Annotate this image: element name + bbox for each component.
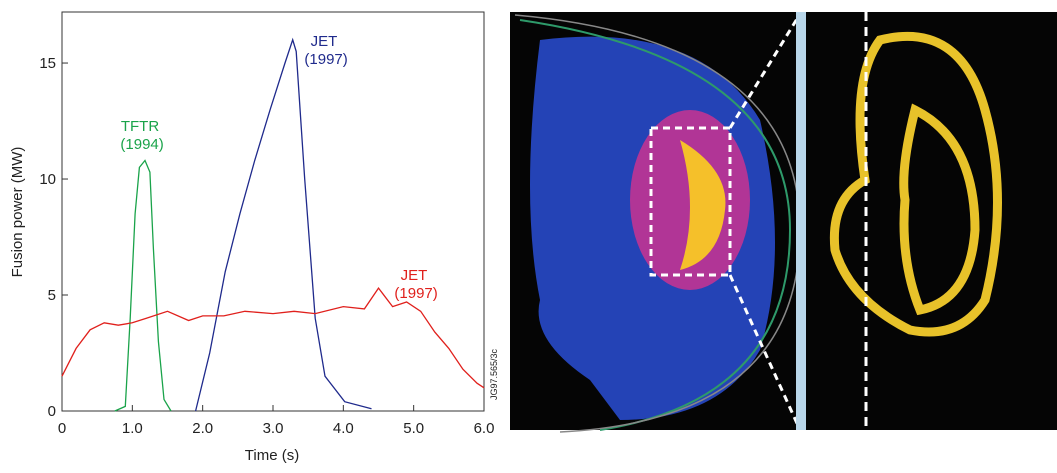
y-tick-label: 0 <box>48 403 56 420</box>
x-tick-label: 0 <box>58 420 66 437</box>
x-axis-title: Time (s) <box>245 447 299 464</box>
x-tick-label: 3.0 <box>263 420 284 437</box>
x-tick-label: 6.0 <box>474 420 495 437</box>
series-label: TFTR (1994) <box>116 118 164 153</box>
y-tick-label: 15 <box>39 55 56 72</box>
series-label: JET (1997) <box>300 33 348 68</box>
figure-code: JG97.565/3c <box>489 348 499 400</box>
x-tick-label: 4.0 <box>333 420 354 437</box>
y-tick-label: 5 <box>48 287 56 304</box>
series-line <box>61 286 485 389</box>
plasma-image <box>510 12 1057 433</box>
x-tick-label: 5.0 <box>403 420 424 437</box>
series-label: JET (1997) <box>390 267 438 302</box>
series-line <box>194 37 372 412</box>
x-tick-label: 2.0 <box>192 420 213 437</box>
plot-frame <box>61 11 485 412</box>
x-tick-label: 1.0 <box>122 420 143 437</box>
y-axis-title: Fusion power (MW) <box>9 147 26 278</box>
series-line <box>114 159 172 412</box>
y-tick-label: 10 <box>39 171 56 188</box>
